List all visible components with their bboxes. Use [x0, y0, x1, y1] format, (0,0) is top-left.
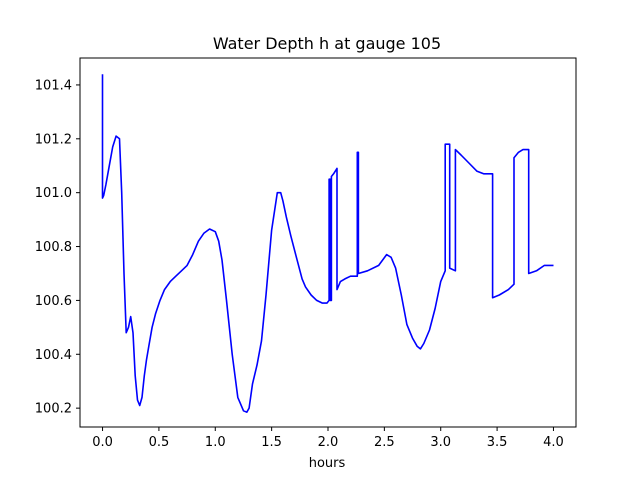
- plot-area: [101, 74, 554, 414]
- y-tick-label: 100.6: [35, 294, 72, 309]
- x-axis-label: hours: [309, 456, 346, 471]
- y-tick-label: 101.4: [35, 78, 72, 93]
- series-line: [101, 74, 554, 414]
- y-tick-label: 101.0: [35, 186, 72, 201]
- x-tick-label: 1.0: [205, 435, 226, 450]
- y-tick-label: 100.4: [35, 348, 72, 363]
- x-tick-label: 0.0: [92, 435, 113, 450]
- x-tick-label: 1.5: [261, 435, 282, 450]
- y-tick-label: 100.2: [35, 402, 72, 417]
- x-axis-ticks: 0.0 0.5 1.0 1.5 2.0 2.5 3.0 3.5 4.0: [92, 427, 564, 450]
- x-tick-label: 4.0: [543, 435, 564, 450]
- y-tick-label: 101.2: [35, 132, 72, 147]
- y-tick-label: 100.8: [35, 240, 72, 255]
- chart-title: Water Depth h at gauge 105: [213, 34, 441, 53]
- y-axis-ticks: 100.2 100.4 100.6 100.8 101.0 101.2 101.4: [35, 78, 80, 417]
- x-tick-label: 2.0: [318, 435, 339, 450]
- x-tick-label: 3.0: [430, 435, 451, 450]
- x-tick-label: 0.5: [149, 435, 170, 450]
- plot-frame: [79, 57, 577, 428]
- x-tick-label: 2.5: [374, 435, 395, 450]
- x-tick-label: 3.5: [487, 435, 508, 450]
